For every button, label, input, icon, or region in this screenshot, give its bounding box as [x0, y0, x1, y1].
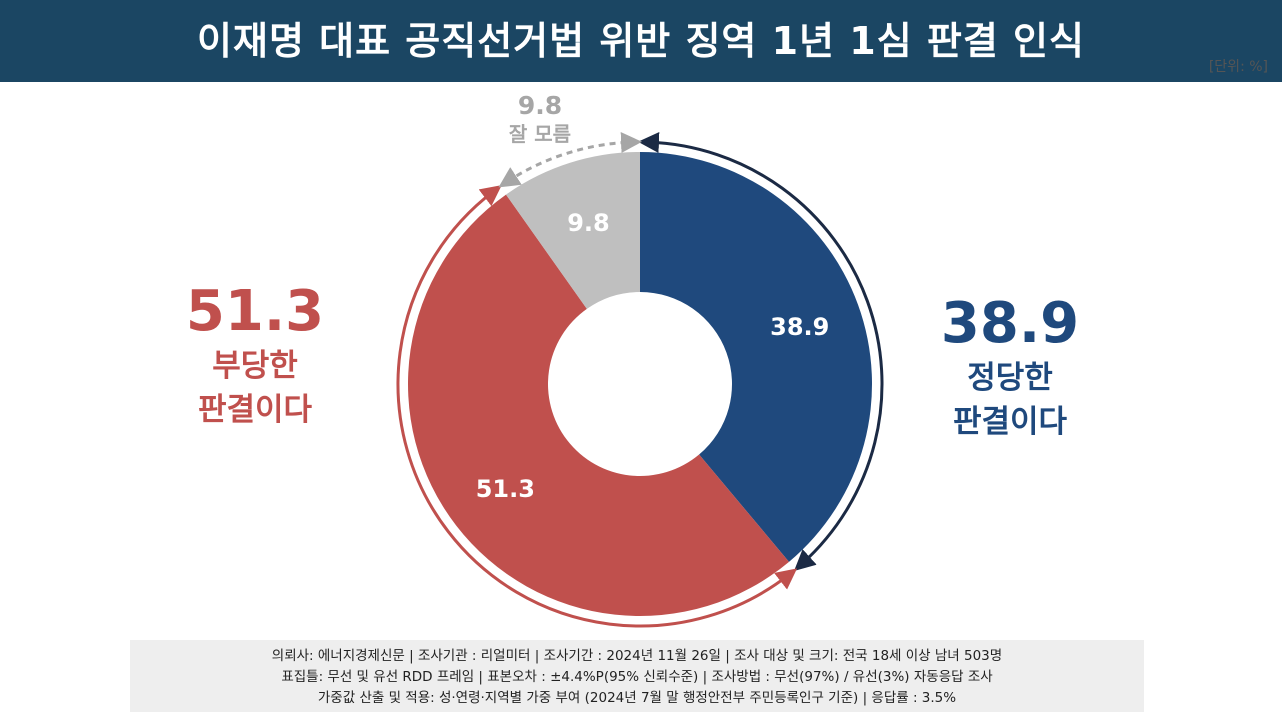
slice-unknown-label: 9.8: [567, 209, 610, 237]
callout-unfair: 51.3 부당한 판결이다: [150, 280, 360, 432]
slice-fair-label: 38.9: [770, 313, 829, 341]
footer-line-1: 의뢰사: 에너지경제신문 | 조사기관 : 리얼미터 | 조사기간 : 2024…: [271, 648, 1003, 664]
arc-unknown: [498, 132, 643, 188]
arc-unfair: [396, 185, 798, 628]
callout-fair-value: 38.9: [940, 291, 1080, 356]
footer-line-2: 표집틀: 무선 및 유선 RDD 프레임 | 표본오차 : ±4.4%P(95%…: [281, 669, 993, 685]
footer-line-3: 가중값 산출 및 적용: 성·연령·지역별 가중 부여 (2024년 7월 말 …: [317, 690, 957, 706]
callout-unfair-line2: 판결이다: [197, 392, 313, 428]
callout-unknown-label: 잘 모름: [508, 122, 572, 146]
header-bar: [0, 0, 1282, 82]
unit-label: [단위: %]: [1208, 59, 1268, 75]
callout-unknown-value: 9.8: [517, 91, 563, 120]
callout-fair-line1: 정당한: [967, 360, 1053, 396]
slice-unfair-label: 51.3: [476, 475, 535, 503]
callout-fair-line2: 판결이다: [952, 404, 1068, 440]
callout-unfair-line1: 부당한: [212, 348, 298, 384]
callout-unknown: 9.8 잘 모름: [480, 90, 600, 146]
survey-footer: 의뢰사: 에너지경제신문 | 조사기관 : 리얼미터 | 조사기간 : 2024…: [130, 640, 1144, 712]
page-title: 이재명 대표 공직선거법 위반 징역 1년 1심 판결 인식: [197, 19, 1085, 63]
arc-fair: [637, 132, 884, 571]
callout-fair: 38.9 정당한 판결이다: [890, 292, 1130, 444]
callout-unfair-value: 51.3: [185, 279, 325, 344]
